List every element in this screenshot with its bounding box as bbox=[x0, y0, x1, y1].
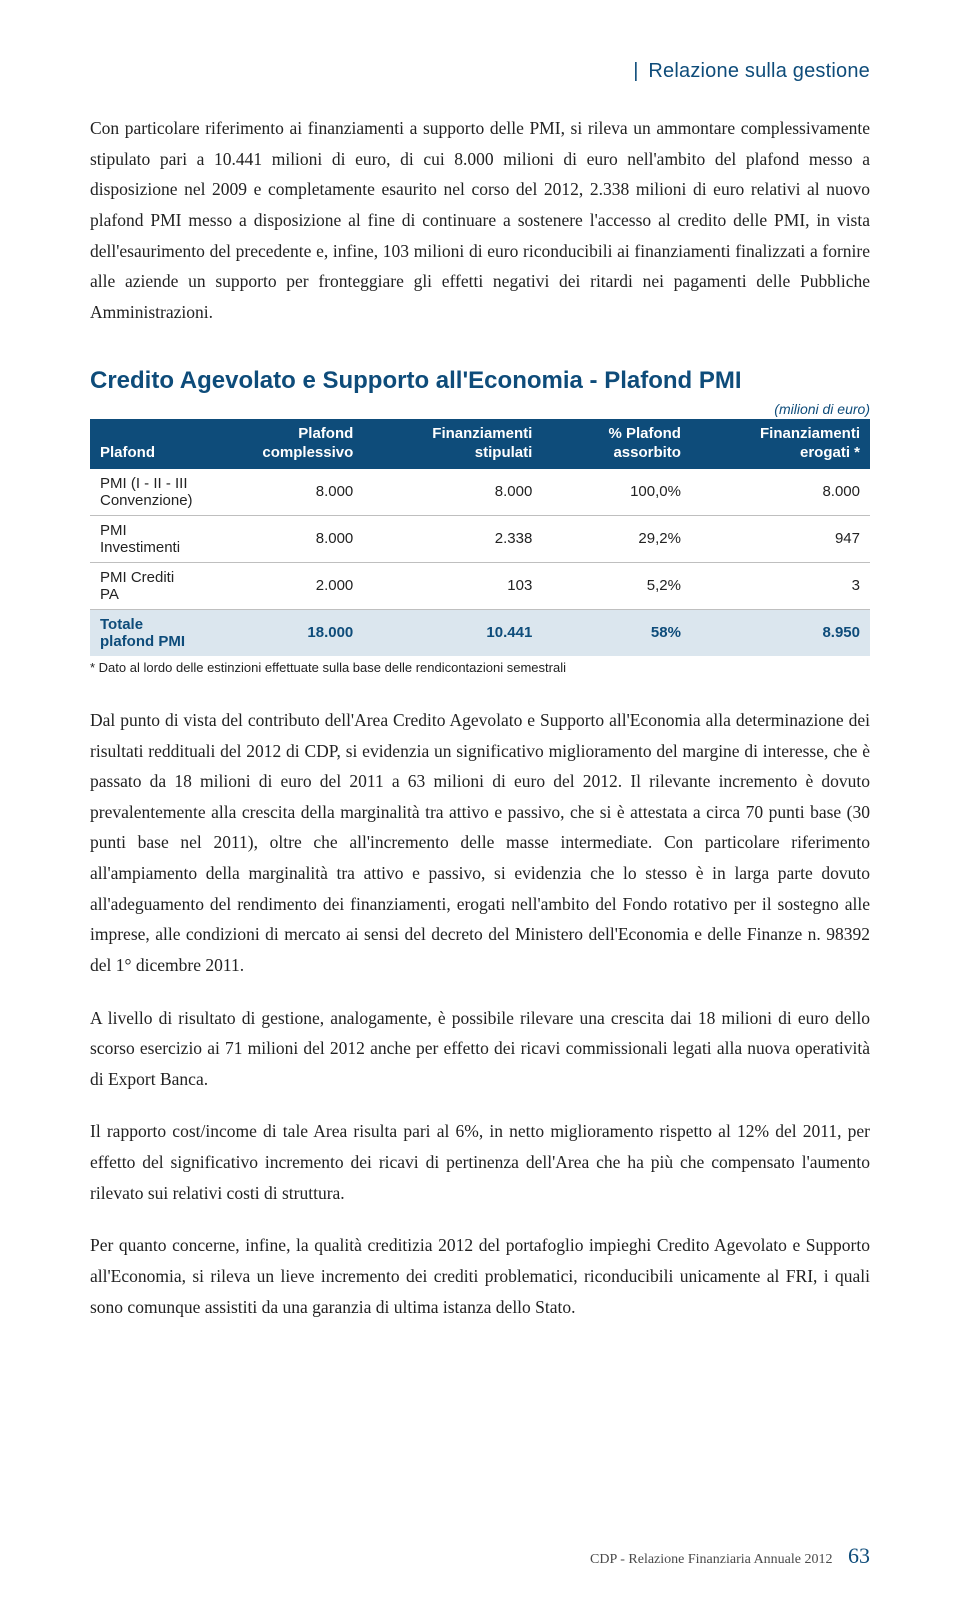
cell-erogati: 947 bbox=[691, 515, 870, 562]
section-header: | Relazione sulla gestione bbox=[90, 60, 870, 83]
cell-label: Totale plafond PMI bbox=[90, 609, 203, 656]
page: | Relazione sulla gestione Con particola… bbox=[0, 0, 960, 1605]
col-fin-erogati: Finanziamenti erogati * bbox=[691, 419, 870, 469]
header-label: Relazione sulla gestione bbox=[648, 60, 870, 82]
table-footnote: * Dato al lordo delle estinzioni effettu… bbox=[90, 660, 870, 675]
cell-label: PMI Crediti PA bbox=[90, 562, 203, 609]
paragraph-intro: Con particolare riferimento ai finanziam… bbox=[90, 113, 870, 327]
table-row-total: Totale plafond PMI 18.000 10.441 58% 8.9… bbox=[90, 609, 870, 656]
col-fin-stipulati: Finanziamenti stipulati bbox=[363, 419, 542, 469]
table-unit: (milioni di euro) bbox=[90, 401, 870, 417]
cell-pct: 58% bbox=[542, 609, 691, 656]
cell-pct: 29,2% bbox=[542, 515, 691, 562]
col-plafond-label: Plafond bbox=[90, 419, 203, 469]
cell-pct: 5,2% bbox=[542, 562, 691, 609]
table-row: PMI (I - II - III Convenzione) 8.000 8.0… bbox=[90, 469, 870, 516]
cell-plafond: 2.000 bbox=[203, 562, 364, 609]
footer-text: CDP - Relazione Finanziaria Annuale 2012 bbox=[590, 1552, 832, 1567]
table-row: PMI Investimenti 8.000 2.338 29,2% 947 bbox=[90, 515, 870, 562]
cell-stipulati: 103 bbox=[363, 562, 542, 609]
cell-label: PMI Investimenti bbox=[90, 515, 203, 562]
paragraph-4: Il rapporto cost/income di tale Area ris… bbox=[90, 1116, 870, 1208]
plafond-table: Plafond Plafond complessivo Finanziament… bbox=[90, 419, 870, 656]
cell-plafond: 8.000 bbox=[203, 515, 364, 562]
paragraph-3: A livello di risultato di gestione, anal… bbox=[90, 1003, 870, 1095]
cell-erogati: 8.000 bbox=[691, 469, 870, 516]
cell-erogati: 3 bbox=[691, 562, 870, 609]
cell-erogati: 8.950 bbox=[691, 609, 870, 656]
cell-stipulati: 2.338 bbox=[363, 515, 542, 562]
paragraph-2: Dal punto di vista del contributo dell'A… bbox=[90, 705, 870, 981]
table-header: Plafond Plafond complessivo Finanziament… bbox=[90, 419, 870, 469]
col-plafond-complessivo: Plafond complessivo bbox=[203, 419, 364, 469]
cell-plafond: 18.000 bbox=[203, 609, 364, 656]
cell-plafond: 8.000 bbox=[203, 469, 364, 516]
page-footer: CDP - Relazione Finanziaria Annuale 2012… bbox=[590, 1543, 870, 1569]
paragraph-5: Per quanto concerne, infine, la qualità … bbox=[90, 1230, 870, 1322]
table-title: Credito Agevolato e Supporto all'Economi… bbox=[90, 367, 870, 395]
page-number: 63 bbox=[836, 1543, 870, 1568]
col-pct-assorbito: % Plafond assorbito bbox=[542, 419, 691, 469]
cell-label: PMI (I - II - III Convenzione) bbox=[90, 469, 203, 516]
table-row: PMI Crediti PA 2.000 103 5,2% 3 bbox=[90, 562, 870, 609]
cell-stipulati: 8.000 bbox=[363, 469, 542, 516]
header-bar-icon: | bbox=[633, 60, 642, 82]
cell-pct: 100,0% bbox=[542, 469, 691, 516]
cell-stipulati: 10.441 bbox=[363, 609, 542, 656]
